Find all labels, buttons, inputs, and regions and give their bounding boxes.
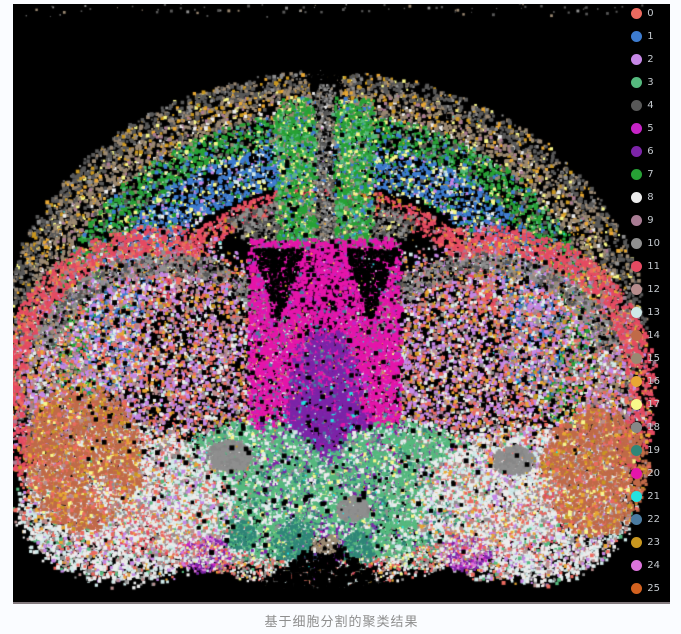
- legend-item: 5: [631, 117, 660, 140]
- legend-label: 0: [647, 7, 654, 19]
- legend-label: 3: [647, 76, 654, 88]
- legend-color-dot: [631, 583, 643, 594]
- legend-label: 23: [647, 536, 660, 548]
- legend-item: 14: [631, 324, 660, 347]
- legend-item: 10: [631, 232, 660, 255]
- legend-item: 8: [631, 186, 660, 209]
- legend-item: 7: [631, 163, 660, 186]
- legend-color-dot: [631, 123, 643, 134]
- legend-color-dot: [631, 31, 643, 42]
- legend-color-dot: [631, 307, 643, 318]
- legend-color-dot: [631, 330, 643, 341]
- cluster-figure: 0 1 2 3 4 5 6 7 8 9 10 11 12 13 14 15 16 17 18 19 20 21 22 23 24…: [13, 4, 670, 604]
- legend-color-dot: [631, 399, 643, 410]
- legend-item: 12: [631, 278, 660, 301]
- legend-label: 21: [647, 490, 660, 502]
- legend-item: 2: [631, 48, 660, 71]
- legend-label: 14: [647, 329, 660, 341]
- legend-item: 9: [631, 209, 660, 232]
- legend-label: 15: [647, 352, 660, 364]
- legend-item: 3: [631, 71, 660, 94]
- legend-color-dot: [631, 537, 643, 548]
- legend-color-dot: [631, 215, 643, 226]
- legend-label: 17: [647, 398, 660, 410]
- legend-item: 25: [631, 577, 660, 600]
- legend-item: 1: [631, 25, 660, 48]
- legend-color-dot: [631, 468, 643, 479]
- legend-label: 13: [647, 306, 660, 318]
- legend-label: 1: [647, 30, 654, 42]
- legend-label: 24: [647, 559, 660, 571]
- legend-item: 18: [631, 416, 660, 439]
- legend-item: 6: [631, 140, 660, 163]
- legend-item: 22: [631, 508, 660, 531]
- legend-label: 20: [647, 467, 660, 479]
- legend-color-dot: [631, 8, 643, 19]
- legend-item: 13: [631, 301, 660, 324]
- legend-color-dot: [631, 422, 643, 433]
- legend-label: 5: [647, 122, 654, 134]
- legend-color-dot: [631, 169, 643, 180]
- legend-color-dot: [631, 238, 643, 249]
- legend-label: 9: [647, 214, 654, 226]
- legend-color-dot: [631, 376, 643, 387]
- legend-item: 11: [631, 255, 660, 278]
- legend-label: 8: [647, 191, 654, 203]
- legend-label: 19: [647, 444, 660, 456]
- legend-label: 16: [647, 375, 660, 387]
- legend-color-dot: [631, 284, 643, 295]
- caption-bar: 基于细胞分割的聚类结果: [13, 606, 670, 634]
- figure-caption: 基于细胞分割的聚类结果: [264, 614, 419, 630]
- legend-item: 4: [631, 94, 660, 117]
- legend-label: 18: [647, 421, 660, 433]
- legend-label: 12: [647, 283, 660, 295]
- cluster-map-canvas: [13, 4, 670, 602]
- legend-item: 0: [631, 4, 660, 25]
- cluster-legend: 0 1 2 3 4 5 6 7 8 9 10 11 12 13 14 15 16 17 18 19 20 21 22 23 24…: [631, 4, 660, 600]
- legend-item: 19: [631, 439, 660, 462]
- legend-item: 20: [631, 462, 660, 485]
- legend-color-dot: [631, 146, 643, 157]
- legend-item: 24: [631, 554, 660, 577]
- legend-label: 22: [647, 513, 660, 525]
- legend-label: 6: [647, 145, 654, 157]
- legend-color-dot: [631, 192, 643, 203]
- legend-color-dot: [631, 77, 643, 88]
- legend-item: 17: [631, 393, 660, 416]
- legend-item: 23: [631, 531, 660, 554]
- legend-color-dot: [631, 445, 643, 456]
- legend-color-dot: [631, 491, 643, 502]
- legend-color-dot: [631, 54, 643, 65]
- legend-color-dot: [631, 514, 643, 525]
- legend-item: 16: [631, 370, 660, 393]
- legend-label: 7: [647, 168, 654, 180]
- legend-color-dot: [631, 560, 643, 571]
- legend-label: 11: [647, 260, 660, 272]
- legend-color-dot: [631, 261, 643, 272]
- legend-item: 15: [631, 347, 660, 370]
- legend-color-dot: [631, 353, 643, 364]
- legend-label: 25: [647, 582, 660, 594]
- legend-item: 21: [631, 485, 660, 508]
- legend-label: 4: [647, 99, 654, 111]
- legend-label: 2: [647, 53, 654, 65]
- legend-color-dot: [631, 100, 643, 111]
- legend-label: 10: [647, 237, 660, 249]
